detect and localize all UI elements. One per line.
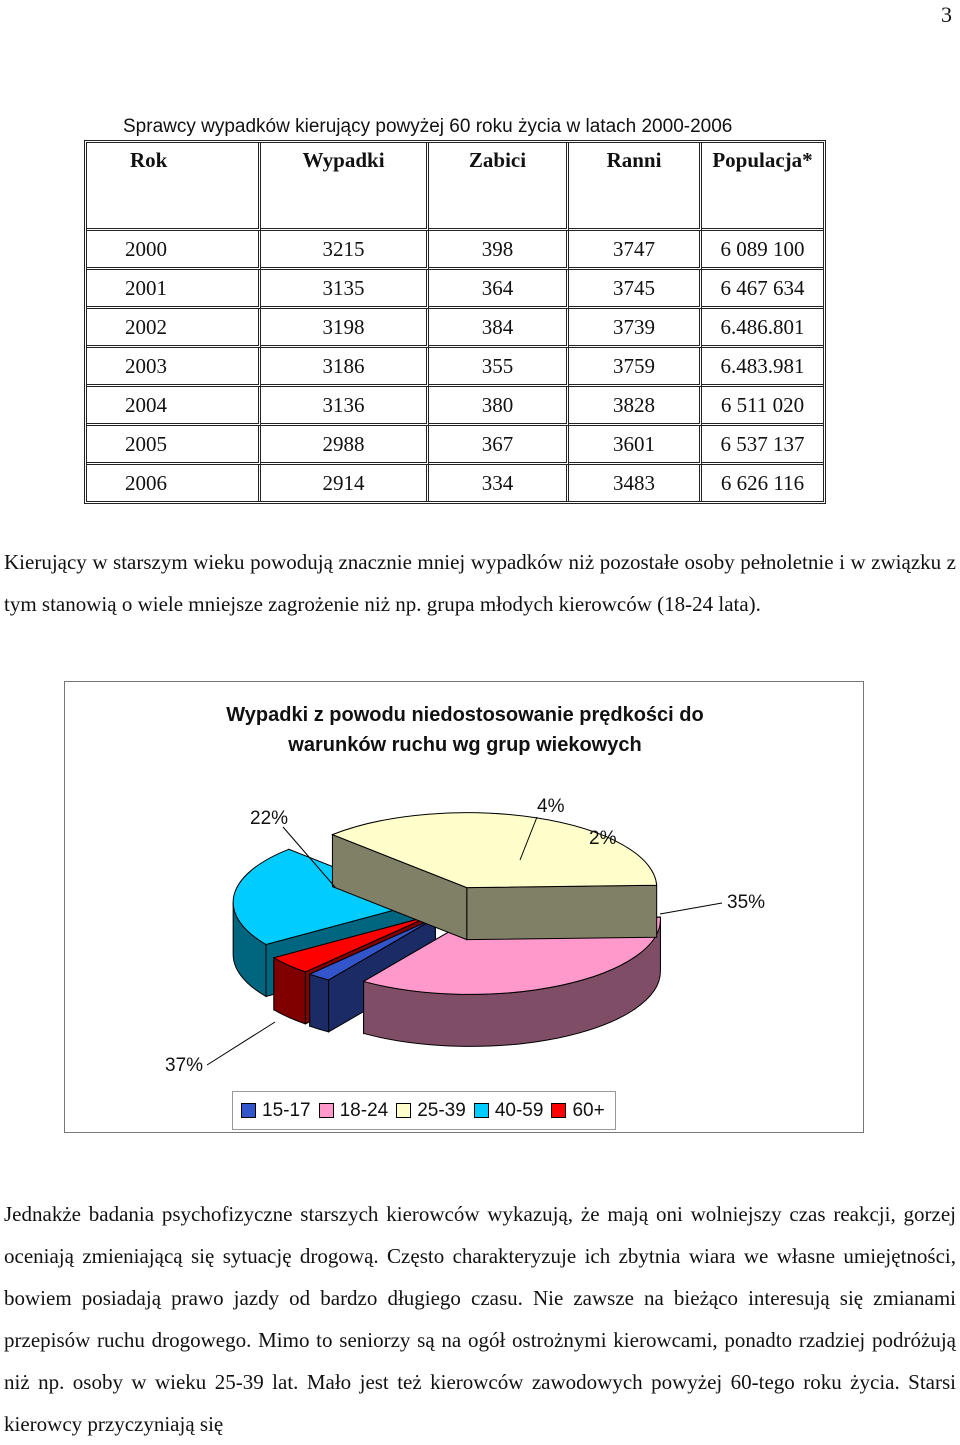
cell-population: 6 626 116 <box>720 470 805 495</box>
legend-item: 15-17 <box>241 1100 311 1122</box>
cell-killed: 355 <box>429 348 569 387</box>
chart-title-line-1: Wypadki z powodu niedostosowanie prędkoś… <box>226 704 704 726</box>
data-label-25-39: 37% <box>165 1055 203 1076</box>
cell-accidents: 3186 <box>261 348 429 387</box>
leader-line <box>282 826 336 888</box>
cell-injured: 3483 <box>569 465 702 501</box>
cell-accidents: 3215 <box>261 231 429 270</box>
pie-slice-rim <box>309 973 330 1033</box>
table-row: 2000 3215 398 3747 6 089 100 <box>87 231 823 270</box>
legend-swatch <box>318 1103 334 1118</box>
cell-accidents: 3198 <box>261 309 429 348</box>
leader-line <box>519 816 538 861</box>
cell-population: 6 467 634 <box>702 270 823 309</box>
cell-killed: 398 <box>429 231 569 270</box>
cell-killed: 367 <box>429 426 569 465</box>
cell-year: 2000 <box>87 231 261 270</box>
page-number: 3 <box>941 2 952 27</box>
cell-population: 6 511 020 <box>702 387 823 426</box>
legend-swatch <box>396 1103 412 1118</box>
pie-chart-plot: 22% 4% 2% 35% 37% <box>165 796 765 1076</box>
legend-item: 18-24 <box>318 1099 389 1122</box>
legend-label: 15-17 <box>262 1099 311 1121</box>
pie-slice-top <box>232 848 425 946</box>
data-label-18-24: 35% <box>727 892 765 913</box>
cell-accidents: 2988 <box>261 426 429 465</box>
cell-injured: 3745 <box>569 270 702 309</box>
cell-injured: 3747 <box>569 231 702 270</box>
header-wypadki: Wypadki <box>261 143 429 231</box>
cell-year: 2005 <box>87 426 261 465</box>
pie-slice-25-39 <box>331 812 658 941</box>
cell-year: 2004 <box>87 387 261 426</box>
legend-label: 25-39 <box>417 1099 466 1121</box>
cell-killed: 334 <box>429 465 569 501</box>
data-label-15-17: 2% <box>589 828 617 849</box>
pie-slice-top <box>272 915 432 973</box>
pie-slice-side <box>466 884 658 941</box>
legend-item: 40-59 <box>473 1099 544 1122</box>
cell-year: 2003 <box>87 348 261 387</box>
cell-killed: 380 <box>429 387 569 426</box>
paragraph-older-drivers: Kierujący w starszym wieku powodują znac… <box>4 550 956 616</box>
legend-label: 40-59 <box>494 1099 544 1121</box>
cell-injured: 3601 <box>569 426 702 465</box>
chart-title: Wypadki z powodu niedostosowanie prędkoś… <box>65 700 865 760</box>
pie-slice-top <box>308 917 436 981</box>
accidents-table: Rok Wypadki Zabici Ranni Populacja* 2000… <box>84 140 826 504</box>
header-populacja: Populacja* <box>702 143 823 231</box>
legend-swatch <box>551 1103 567 1118</box>
cell-accidents: 2914 <box>261 465 429 501</box>
cell-injured: 3828 <box>569 387 702 426</box>
cell-year: 2001 <box>87 270 261 309</box>
data-label-60+: 4% <box>537 796 565 817</box>
cell-population: 6 537 137 <box>702 426 823 465</box>
cell-accidents: 3136 <box>261 387 429 426</box>
legend-label: 18-24 <box>339 1099 389 1121</box>
data-label-40-59: 22% <box>250 808 288 829</box>
cell-killed: 384 <box>429 309 569 348</box>
legend-label: 60+ <box>572 1099 605 1121</box>
table-header-row: Rok Wypadki Zabici Ranni Populacja* <box>87 143 823 231</box>
paragraph-psychophysical: Jednakże badania psychofizyczne starszyc… <box>4 1202 956 1436</box>
cell-population: 6.486.801 <box>702 309 823 348</box>
table-row: 2003 3186 355 3759 6.483.981 <box>87 348 823 387</box>
legend-item: 60+ <box>551 1099 605 1122</box>
leader-line <box>659 902 723 915</box>
pie-slice-15-17 <box>308 917 436 1033</box>
header-rok: Rok <box>87 143 261 231</box>
cell-population: 6 089 100 <box>702 231 823 270</box>
cell-year: 2002 <box>87 309 261 348</box>
cell-population: 6.483.981 <box>702 348 823 387</box>
header-zabici: Zabici <box>429 143 569 231</box>
chart-title-line-2: warunków ruchu wg grup wiekowych <box>288 734 642 756</box>
pie-chart: Wypadki z powodu niedostosowanie prędkoś… <box>64 681 864 1133</box>
legend-swatch <box>241 1103 256 1118</box>
table-row: 2006 2914 334 3483 6 626 116 <box>87 465 823 501</box>
table-row: 2004 3136 380 3828 6 511 020 <box>87 387 823 426</box>
header-ranni: Ranni <box>569 143 702 231</box>
cell-accidents: 3135 <box>261 270 429 309</box>
leader-line <box>206 1021 276 1066</box>
table-row: 2005 2988 367 3601 6 537 137 <box>87 426 823 465</box>
legend-swatch <box>473 1103 489 1118</box>
cell-killed: 364 <box>429 270 569 309</box>
table-caption: Sprawcy wypadków kierujący powyżej 60 ro… <box>123 116 733 137</box>
chart-legend: 15-17 18-24 25-39 40-59 60+ <box>232 1091 616 1130</box>
cell-year: 2006 <box>87 465 261 501</box>
cell-injured: 3739 <box>569 309 702 348</box>
cell-injured: 3759 <box>569 348 702 387</box>
table-row: 2002 3198 384 3739 6.486.801 <box>87 309 823 348</box>
legend-item: 25-39 <box>396 1100 466 1122</box>
table-row: 2001 3135 364 3745 6 467 634 <box>87 270 823 309</box>
